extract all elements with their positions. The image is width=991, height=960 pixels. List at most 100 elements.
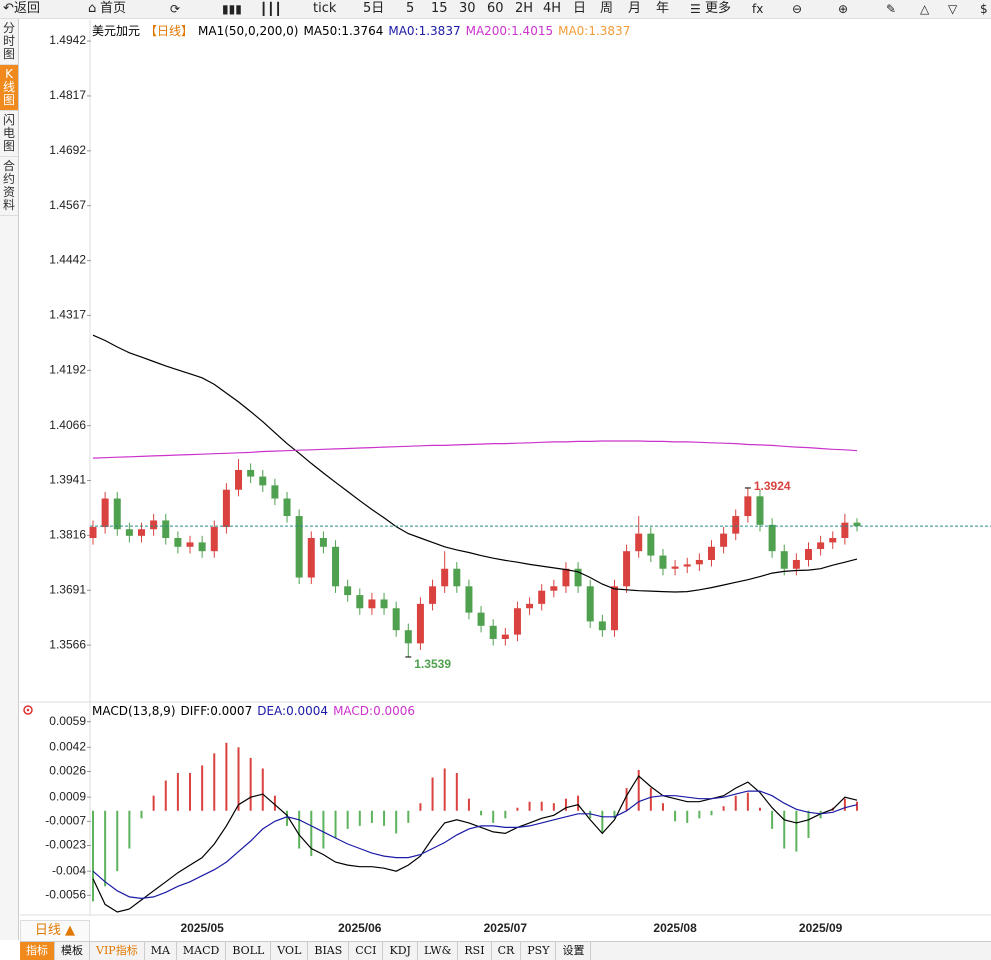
sidebar-tab[interactable]: K线图 (0, 65, 18, 111)
toolbar-button[interactable]: 周 (600, 1, 614, 16)
candle-body (429, 586, 437, 604)
toolbar-button[interactable]: 更多 (705, 1, 732, 16)
legend-entry: MA50:1.3764 (303, 24, 384, 38)
macd-bar (589, 810, 592, 819)
macd-bar (383, 810, 386, 826)
macd-bar (771, 810, 774, 829)
indicator-tab[interactable]: CR (492, 942, 522, 960)
indicator-tab[interactable]: BOLL (226, 942, 272, 960)
candle-body (780, 551, 788, 569)
indicator-tab[interactable]: MA (145, 942, 177, 960)
toolbar-button[interactable]: 5 (406, 1, 415, 16)
candle-body (125, 529, 133, 536)
macd-bar (164, 780, 167, 811)
macd-bar (856, 801, 858, 811)
macd-bar (819, 810, 822, 819)
toolbar-icon[interactable]: ⟳ (170, 2, 181, 16)
indicator-tab[interactable]: BIAS (308, 942, 350, 960)
toolbar-icon[interactable]: $ (980, 2, 988, 16)
toolbar-button[interactable]: 首页 (100, 1, 127, 16)
indicator-tab[interactable]: LW& (418, 942, 459, 960)
y-tick-label: 1.4192 (49, 362, 86, 376)
settings-icon[interactable] (23, 705, 33, 715)
toolbar-icon[interactable]: ┃┃┃ (260, 2, 282, 16)
indicator-tab[interactable]: KDJ (383, 942, 418, 960)
macd-bar (455, 773, 458, 811)
toolbar-icon[interactable]: ☰ (690, 2, 701, 16)
sidebar-tab[interactable]: 合约资料 (0, 157, 18, 216)
x-tick-label: 2025/05 (180, 921, 224, 935)
macd-bar (225, 742, 228, 811)
indicator-tab[interactable]: 模板 (55, 942, 90, 960)
toolbar-icon[interactable]: ⌂ (88, 1, 97, 16)
candle-body (247, 469, 255, 477)
toolbar-icon[interactable]: ▽ (948, 2, 958, 16)
toolbar-icon[interactable]: ▮▮▮ (222, 2, 242, 16)
candle-body (489, 625, 497, 639)
candle-body (319, 538, 327, 547)
toolbar-icon[interactable]: ⊕ (838, 2, 849, 16)
macd-bar (504, 810, 507, 819)
indicator-tab[interactable]: VOL (271, 942, 309, 960)
candle-body (283, 498, 291, 517)
macd-bar (310, 810, 313, 857)
y-tick-label: 1.4692 (49, 143, 86, 157)
toolbar-button[interactable]: 返回 (14, 1, 41, 16)
period-selector[interactable]: 日线 ▲ (20, 920, 90, 942)
y-tick-label: -0.004 (52, 863, 86, 877)
candle-body (562, 568, 570, 587)
toolbar-button[interactable]: 4H (543, 1, 562, 16)
indicator-tab[interactable]: 设置 (556, 942, 592, 960)
indicator-tab[interactable]: CCI (349, 942, 384, 960)
candle-body (198, 542, 206, 552)
toolbar-icon[interactable]: △ (920, 2, 930, 16)
toolbar-button[interactable]: tick (313, 1, 337, 16)
sidebar-tab[interactable]: 闪电图 (0, 111, 18, 157)
candle-body (307, 538, 315, 578)
indicator-tab[interactable]: VIP指标 (90, 942, 145, 960)
toolbar-button[interactable]: 日 (573, 1, 587, 16)
macd-bar (152, 795, 155, 811)
indicator-tab[interactable]: PSY (521, 942, 557, 960)
candle-body (501, 634, 509, 639)
macd-bar (104, 810, 107, 887)
candle-body (465, 586, 473, 613)
candle-body (720, 533, 728, 547)
toolbar-button[interactable]: 60 (487, 1, 504, 16)
sidebar-tab[interactable]: 分时图 (0, 19, 18, 65)
y-tick-label: 1.4317 (49, 308, 86, 322)
macd-bar (370, 810, 373, 823)
toolbar-icon[interactable]: fx (752, 2, 764, 16)
y-tick-label: 1.3566 (49, 637, 86, 651)
indicator-tab[interactable]: MACD (177, 942, 227, 960)
toolbar-button[interactable]: 月 (628, 1, 642, 16)
indicator-tab[interactable]: 指标 (20, 942, 55, 960)
candle-body (174, 538, 182, 547)
toolbar-icon[interactable]: ↶ (3, 1, 14, 16)
y-tick-label: 1.4942 (49, 33, 86, 47)
macd-bar (746, 792, 749, 811)
macd-bar (698, 810, 701, 819)
macd-bar (189, 773, 192, 811)
macd-bar (286, 810, 289, 826)
toolbar-button[interactable]: 5日 (363, 1, 385, 16)
macd-bar (552, 803, 555, 811)
toolbar-button[interactable]: 2H (515, 1, 534, 16)
toolbar-button[interactable]: 30 (459, 1, 476, 16)
candle-body (150, 520, 158, 530)
macd-bar (649, 788, 652, 811)
macd-bar (516, 807, 519, 811)
indicator-tab[interactable]: RSI (458, 942, 492, 960)
candle-body (186, 542, 194, 547)
macd-bar (140, 810, 143, 819)
toolbar-button[interactable]: 年 (656, 1, 670, 16)
candle-body (453, 568, 461, 587)
toolbar-button[interactable]: 15 (431, 1, 448, 16)
toolbar-icon[interactable]: ✎ (886, 2, 897, 16)
macd-bar (249, 757, 252, 811)
toolbar-icon[interactable]: ⊖ (792, 2, 803, 16)
macd-bar (492, 810, 495, 823)
candle-body (344, 586, 352, 596)
candle-body (659, 555, 667, 569)
